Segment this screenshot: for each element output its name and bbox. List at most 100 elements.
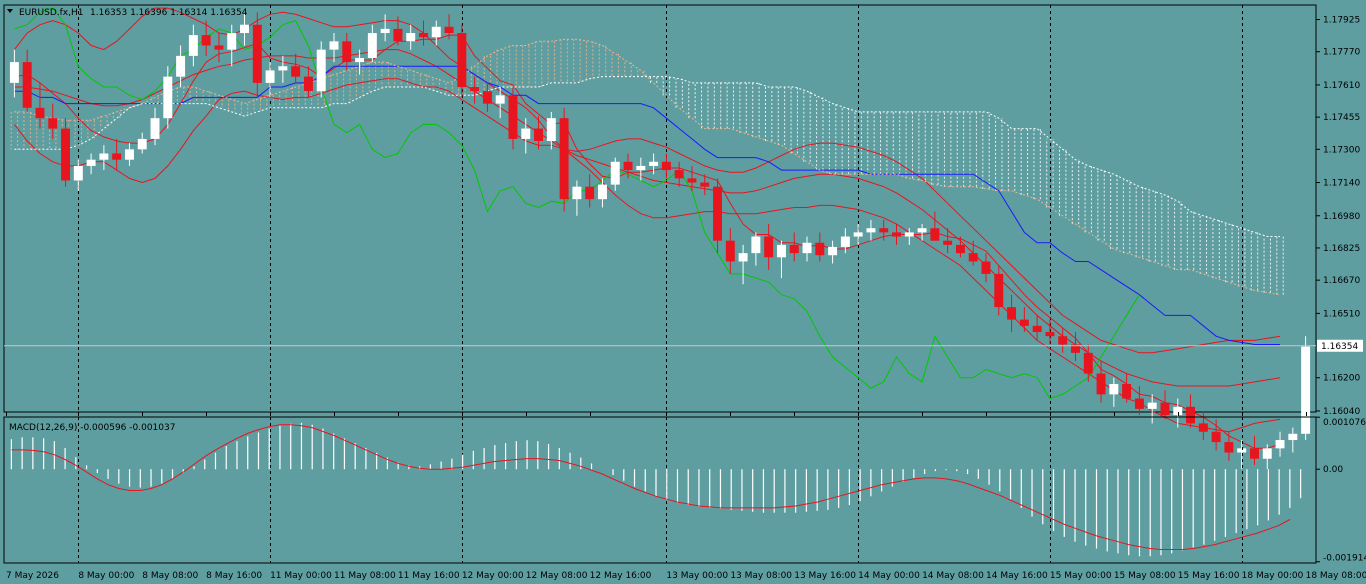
candle[interactable] (904, 228, 914, 245)
candle[interactable] (585, 174, 595, 208)
candle[interactable] (22, 49, 32, 112)
candle[interactable] (508, 87, 518, 150)
candle[interactable] (265, 62, 275, 98)
candle[interactable] (291, 53, 301, 83)
candle[interactable] (572, 180, 582, 216)
candle[interactable] (1019, 307, 1029, 333)
candle[interactable] (482, 82, 492, 112)
candle[interactable] (61, 118, 71, 187)
candle[interactable] (802, 236, 812, 262)
candle[interactable] (840, 228, 850, 254)
candle[interactable] (828, 240, 838, 264)
candle[interactable] (1122, 373, 1132, 403)
candle[interactable] (431, 20, 441, 46)
candle[interactable] (1173, 398, 1183, 428)
candle[interactable] (968, 240, 978, 266)
candle[interactable] (559, 107, 569, 212)
candle[interactable] (124, 143, 134, 166)
candle[interactable] (1262, 444, 1272, 470)
candle[interactable] (879, 219, 889, 241)
candle[interactable] (112, 138, 122, 171)
candle[interactable] (214, 33, 224, 63)
candle[interactable] (355, 49, 365, 75)
candle[interactable] (419, 20, 428, 46)
candle[interactable] (278, 55, 288, 83)
candle[interactable] (1058, 327, 1068, 353)
candle[interactable] (73, 159, 83, 191)
candle[interactable] (35, 82, 45, 129)
candle[interactable] (150, 107, 160, 146)
candle[interactable] (789, 232, 799, 262)
candle[interactable] (661, 153, 671, 179)
candle[interactable] (610, 157, 620, 191)
candle[interactable] (738, 244, 748, 285)
candle[interactable] (163, 66, 173, 129)
candle[interactable] (815, 232, 825, 262)
candle[interactable] (636, 157, 646, 181)
candle[interactable] (316, 41, 326, 98)
candle[interactable] (892, 224, 901, 245)
candle[interactable] (137, 132, 147, 154)
candle[interactable] (623, 153, 633, 179)
candle[interactable] (1249, 435, 1259, 465)
candle[interactable] (9, 49, 19, 98)
candle[interactable] (1096, 361, 1106, 403)
candle[interactable] (943, 228, 953, 254)
candle[interactable] (776, 240, 786, 279)
candle[interactable] (1211, 419, 1221, 451)
candle[interactable] (649, 153, 659, 175)
candle[interactable] (930, 211, 940, 241)
candle[interactable] (329, 33, 339, 63)
candle[interactable] (444, 14, 454, 40)
candle[interactable] (99, 145, 109, 171)
candle[interactable] (227, 24, 237, 67)
candle[interactable] (674, 161, 684, 187)
candle[interactable] (1275, 431, 1285, 457)
candle[interactable] (1237, 440, 1247, 470)
candle[interactable] (700, 174, 710, 196)
candle[interactable] (1224, 431, 1234, 461)
candle[interactable] (981, 253, 991, 283)
candle[interactable] (1186, 394, 1196, 428)
menu-triangle-icon[interactable] (7, 9, 13, 13)
candle[interactable] (1147, 394, 1157, 424)
candle[interactable] (1083, 344, 1093, 382)
candle[interactable] (188, 24, 198, 67)
candle[interactable] (1007, 294, 1017, 333)
candle[interactable] (764, 224, 774, 270)
candle[interactable] (521, 118, 531, 154)
candle[interactable] (457, 24, 467, 98)
candle[interactable] (1301, 336, 1311, 441)
candle[interactable] (406, 24, 416, 50)
candle[interactable] (495, 87, 505, 119)
candle[interactable] (713, 178, 723, 254)
candle[interactable] (470, 76, 480, 104)
candle[interactable] (86, 153, 96, 175)
candle[interactable] (597, 178, 607, 208)
candle[interactable] (1160, 390, 1170, 420)
candle[interactable] (1198, 410, 1208, 441)
candle[interactable] (534, 116, 544, 150)
candle[interactable] (866, 219, 876, 241)
candle[interactable] (687, 165, 697, 191)
candle[interactable] (240, 14, 249, 46)
candle[interactable] (303, 66, 313, 98)
candle[interactable] (1071, 332, 1080, 362)
macd-pane[interactable] (3, 416, 1317, 564)
candle[interactable] (994, 265, 1004, 316)
candle[interactable] (1109, 377, 1119, 407)
candle[interactable] (955, 236, 965, 258)
candle[interactable] (380, 14, 390, 42)
candle[interactable] (917, 224, 927, 241)
candle[interactable] (1032, 315, 1042, 341)
candle[interactable] (342, 33, 352, 71)
candle[interactable] (252, 12, 262, 98)
main-price-pane[interactable] (3, 4, 1317, 470)
candle[interactable] (1045, 319, 1055, 345)
candle[interactable] (367, 24, 377, 63)
candle[interactable] (48, 103, 58, 139)
candle[interactable] (1288, 427, 1298, 453)
candle[interactable] (751, 232, 761, 266)
candle[interactable] (393, 16, 403, 46)
